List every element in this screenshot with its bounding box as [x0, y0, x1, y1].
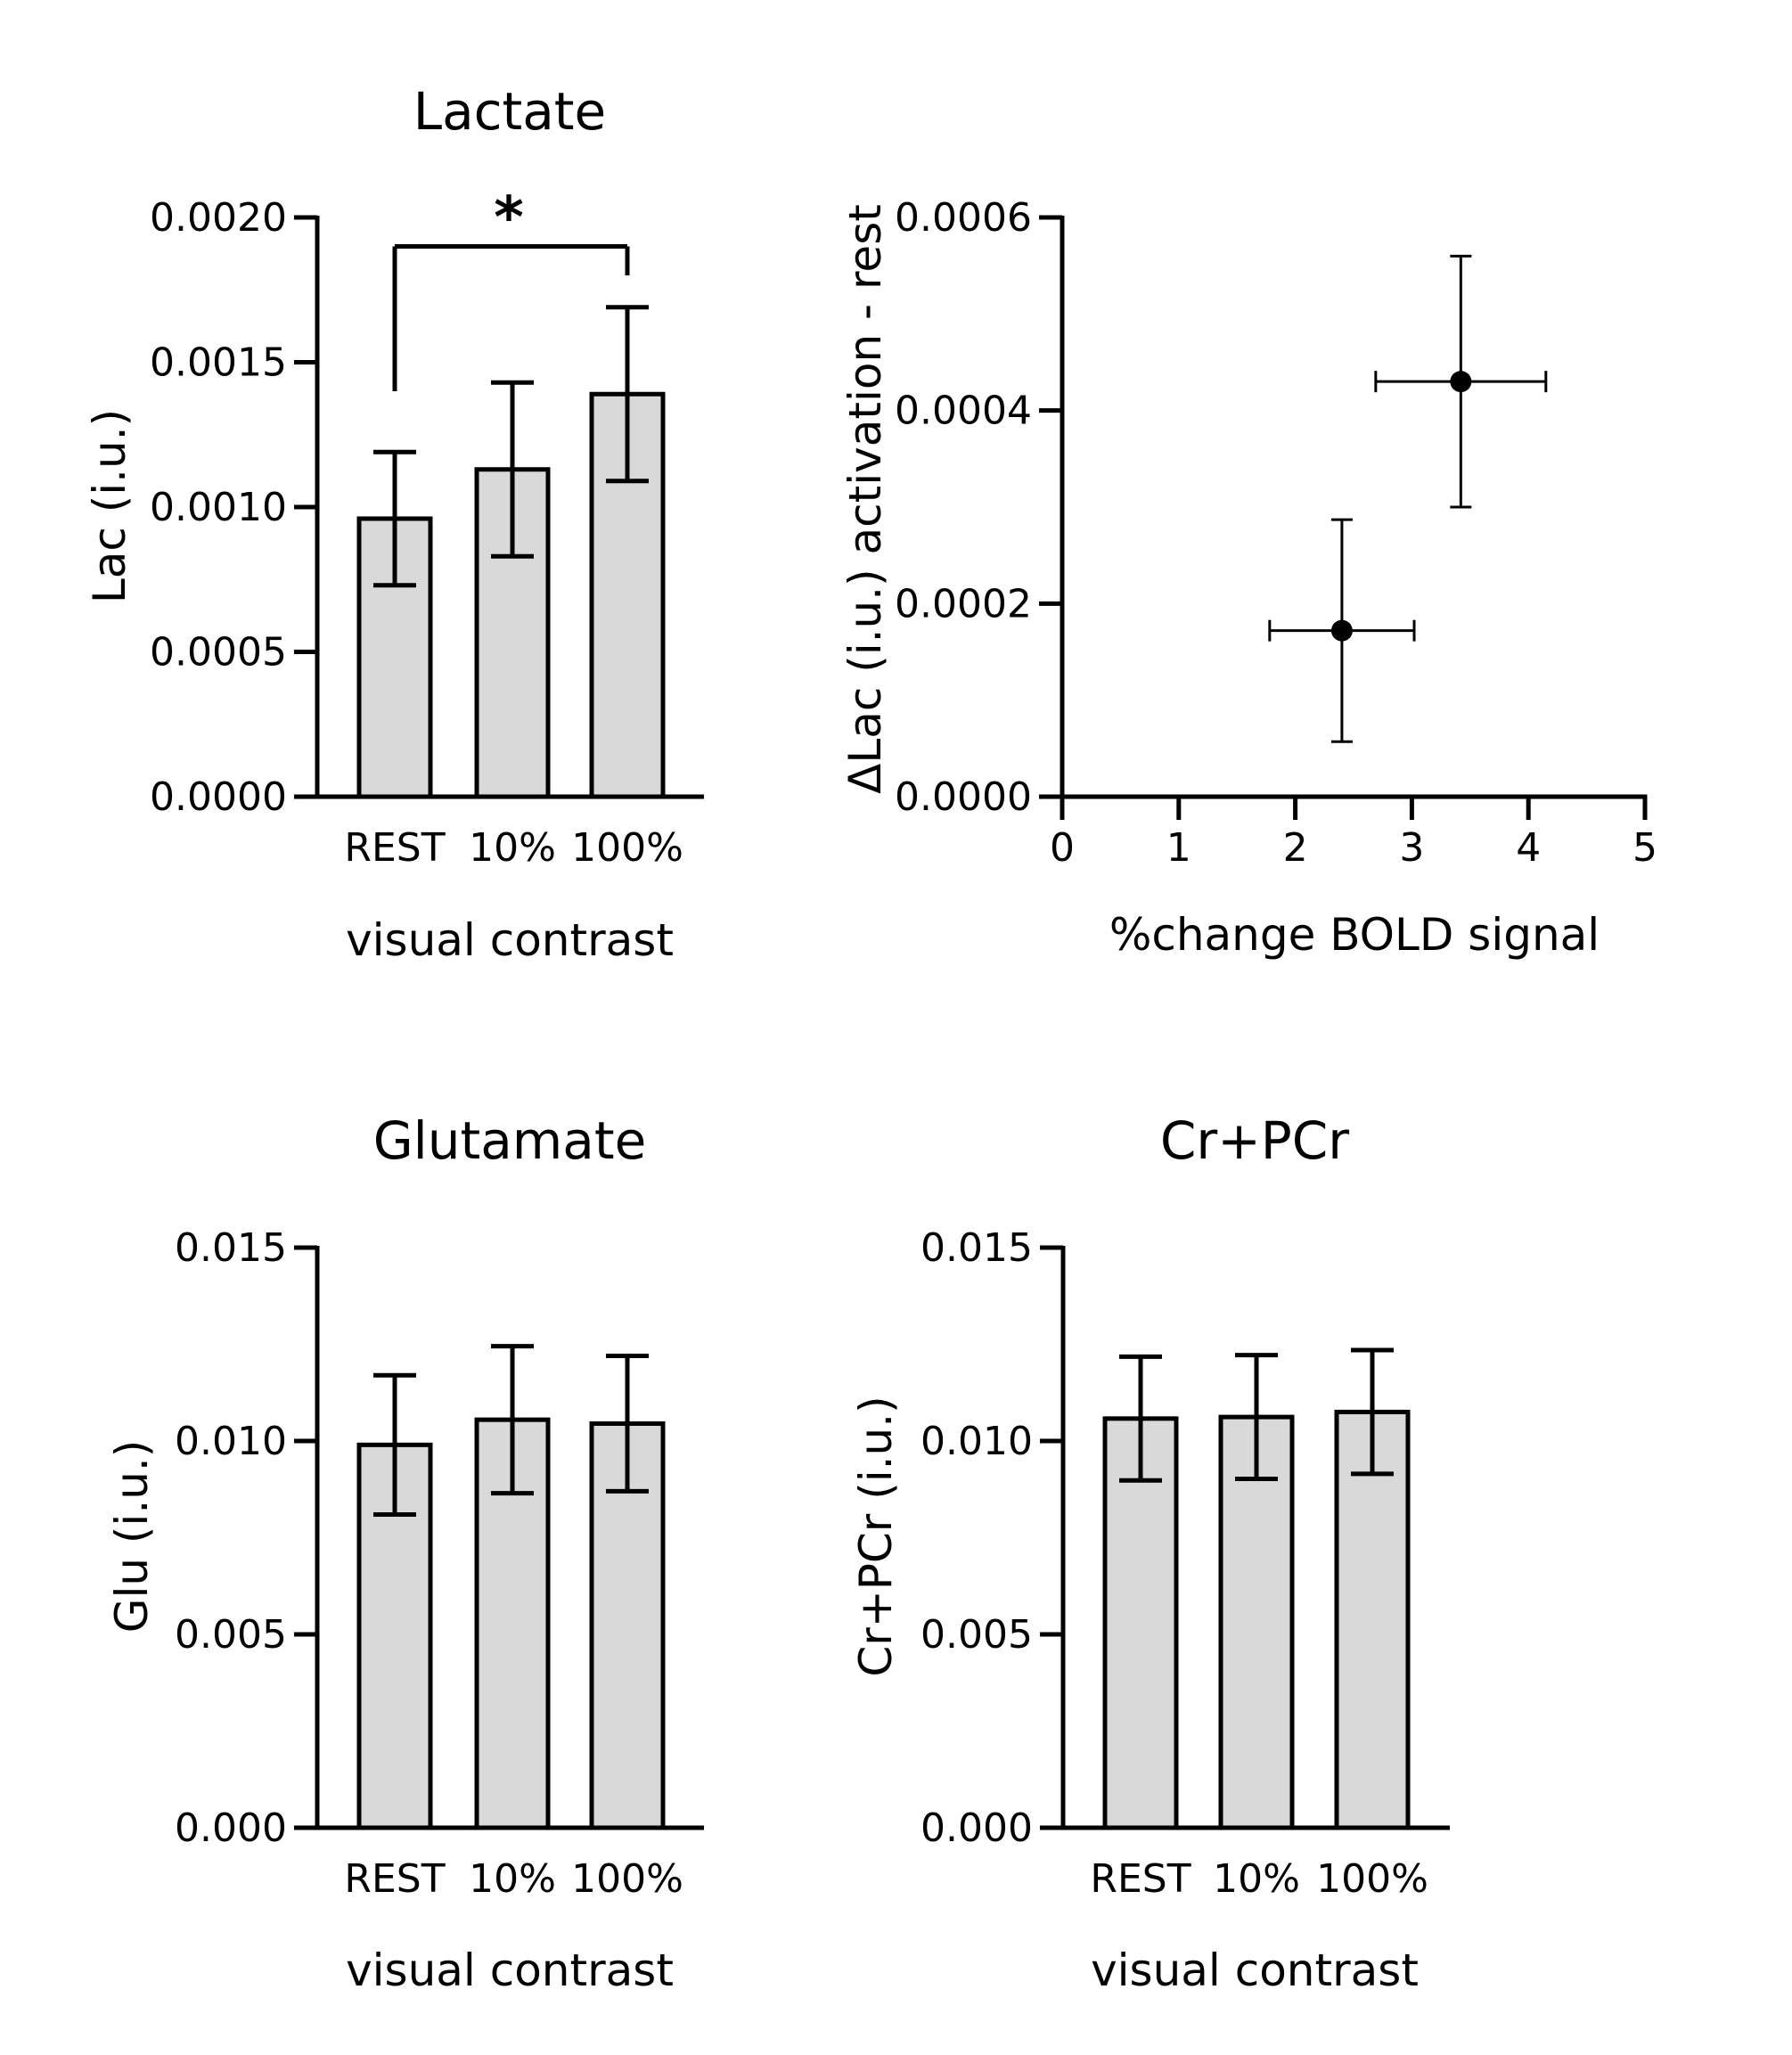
y-tick-label: 0.0004: [895, 389, 1032, 434]
chart-title: Glutamate: [373, 1110, 647, 1171]
y-axis-label: Glu (i.u.): [106, 1440, 158, 1633]
scatter-panel: %change BOLD signal ΔLac (i.u.) activati…: [839, 195, 1657, 961]
glutamate-panel: Glutamate visual contrast Glu (i.u.) 0.0…: [106, 1110, 704, 1996]
y-tick-label: 0.0020: [150, 195, 287, 241]
y-tick-label: 0.015: [921, 1225, 1033, 1271]
y-tick-label: 0.0005: [150, 630, 287, 675]
x-axis-label: visual contrast: [346, 914, 674, 966]
y-tick-label: 0.005: [921, 1612, 1033, 1658]
y-tick-label: 0.0006: [895, 195, 1032, 241]
x-tick-label: 100%: [1316, 1856, 1428, 1902]
data-point: [1450, 371, 1472, 393]
chart-title: Cr+PCr: [1160, 1110, 1349, 1171]
x-tick-label: 3: [1399, 825, 1424, 871]
y-tick-label: 0.010: [175, 1419, 287, 1464]
y-axis-label: Lac (i.u.): [84, 409, 135, 603]
x-tick-label: 100%: [571, 825, 683, 871]
crpcr-panel: Cr+PCr visual contrast Cr+PCr (i.u.) 0.0…: [850, 1110, 1450, 1996]
bar: [589, 1420, 666, 1830]
x-tick-label: REST: [344, 1856, 445, 1902]
y-tick-label: 0.015: [175, 1225, 287, 1271]
y-tick-label: 0.0015: [150, 340, 287, 386]
y-tick-label: 0.010: [921, 1419, 1033, 1464]
x-axis-label: visual contrast: [1091, 1944, 1419, 1996]
y-tick-label: 0.000: [175, 1805, 287, 1851]
x-tick-label: 1: [1166, 825, 1191, 871]
x-tick-label: 0: [1050, 825, 1075, 871]
y-tick-label: 0.0010: [150, 485, 287, 530]
data-point: [1330, 619, 1353, 642]
x-tick-label: REST: [344, 825, 445, 871]
x-tick-label: 10%: [1213, 1856, 1300, 1902]
x-tick-label: 10%: [469, 825, 556, 871]
y-tick-label: 0.000: [921, 1805, 1033, 1851]
x-tick-label: REST: [1090, 1856, 1191, 1902]
x-tick-label: 5: [1632, 825, 1657, 871]
y-tick-label: 0.0000: [895, 774, 1032, 820]
x-tick-label: 100%: [571, 1856, 683, 1902]
x-tick-label: 4: [1516, 825, 1541, 871]
significance-star: *: [494, 185, 523, 251]
x-axis-label: visual contrast: [346, 1944, 674, 1996]
x-tick-label: 2: [1283, 825, 1308, 871]
y-tick-label: 0.005: [175, 1612, 287, 1658]
lactate-panel: Lactate visual contrast Lac (i.u.) * 0.0…: [84, 81, 704, 966]
y-tick-label: 0.0000: [150, 774, 287, 820]
x-tick-label: 10%: [469, 1856, 556, 1902]
y-axis-label: ΔLac (i.u.) activation - rest: [839, 204, 891, 794]
x-axis-label: %change BOLD signal: [1109, 909, 1600, 961]
chart-title: Lactate: [413, 81, 606, 142]
y-tick-label: 0.0002: [895, 581, 1032, 626]
y-axis-label: Cr+PCr (i.u.): [850, 1396, 902, 1676]
